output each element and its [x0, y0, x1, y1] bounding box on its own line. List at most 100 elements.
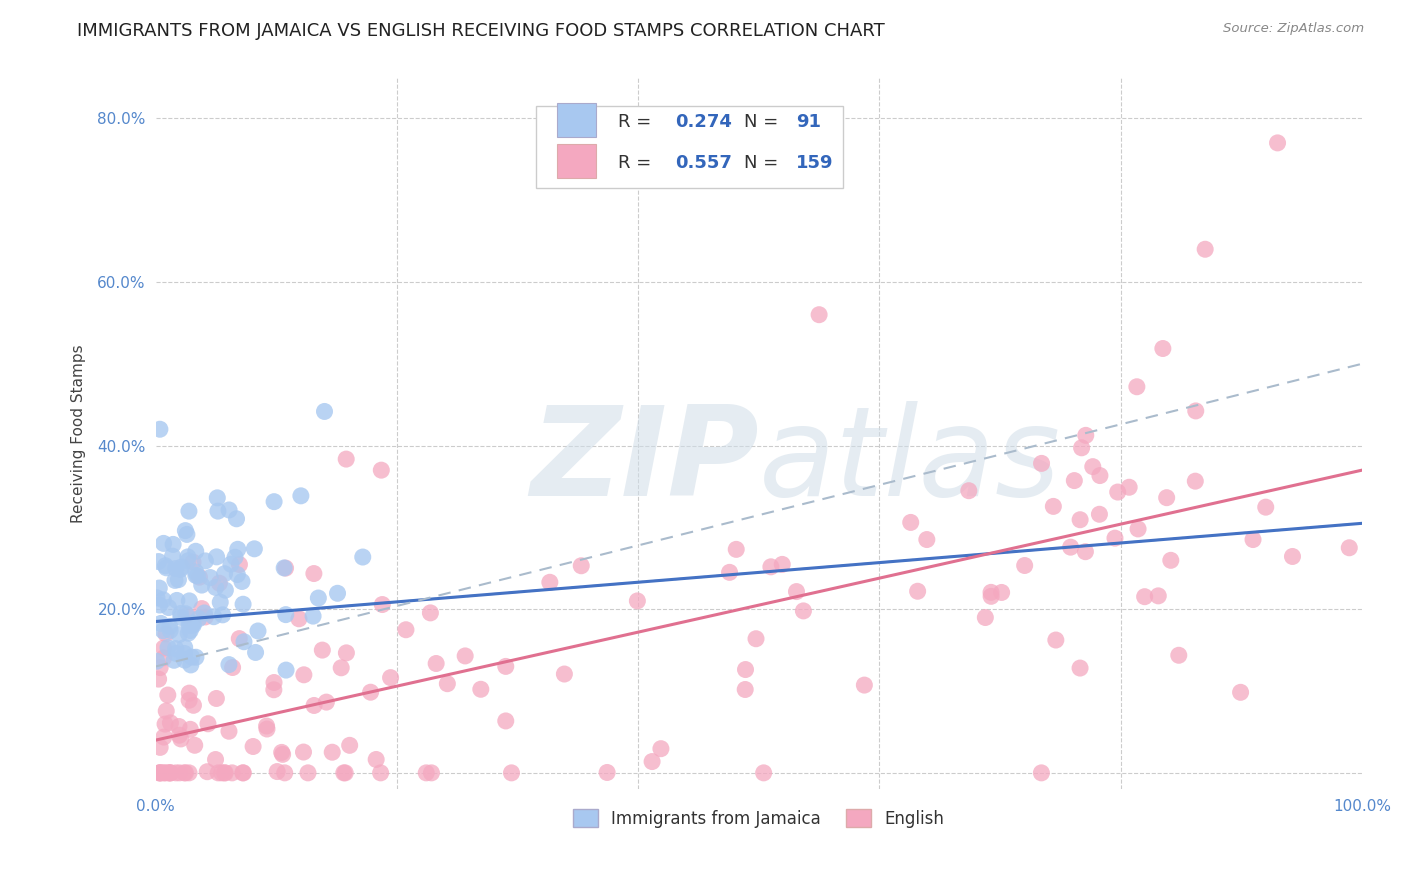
Point: [179, 624, 201, 638]
Point: [1160, 553, 1182, 567]
Point: [195, 764, 218, 779]
Point: [246, 624, 269, 638]
Point: [1088, 508, 1111, 522]
Point: [194, 554, 217, 568]
Point: [173, 653, 195, 667]
Point: [163, 574, 186, 588]
Point: [1118, 480, 1140, 494]
Point: [734, 663, 756, 677]
Point: [190, 601, 212, 615]
Point: [957, 483, 980, 498]
Point: [270, 745, 292, 759]
Point: [198, 570, 221, 584]
Point: [1081, 459, 1104, 474]
Point: [190, 578, 212, 592]
Point: [159, 765, 181, 780]
Point: [1267, 136, 1289, 150]
Text: N =: N =: [744, 153, 785, 171]
Point: [1133, 590, 1156, 604]
Point: [263, 494, 285, 508]
Point: [415, 765, 437, 780]
Point: [152, 650, 174, 665]
Point: [1074, 428, 1097, 442]
Point: [273, 765, 295, 780]
Point: [900, 516, 922, 530]
Point: [370, 765, 392, 780]
Point: [188, 570, 211, 584]
Point: [380, 671, 402, 685]
Point: [214, 765, 236, 780]
Point: [205, 549, 228, 564]
Point: [159, 765, 181, 780]
Point: [1194, 242, 1216, 256]
Text: Source: ZipAtlas.com: Source: ZipAtlas.com: [1223, 22, 1364, 36]
Point: [495, 714, 517, 728]
Point: [177, 626, 200, 640]
Text: atlas: atlas: [759, 401, 1062, 523]
Point: [1229, 685, 1251, 699]
Point: [370, 463, 392, 477]
Point: [243, 541, 266, 556]
Point: [1070, 441, 1092, 455]
Point: [1167, 648, 1189, 663]
Point: [180, 650, 202, 665]
Point: [218, 657, 240, 672]
Text: 0.274: 0.274: [675, 112, 733, 131]
Point: [292, 668, 315, 682]
Point: [315, 695, 337, 709]
Point: [1339, 541, 1361, 555]
Point: [152, 730, 174, 744]
Point: [202, 609, 225, 624]
Point: [177, 617, 200, 632]
Point: [165, 561, 187, 575]
Point: [718, 566, 741, 580]
Point: [288, 612, 311, 626]
Point: [194, 610, 217, 624]
Point: [183, 618, 205, 632]
Point: [173, 640, 195, 655]
Point: [167, 719, 190, 733]
Point: [207, 491, 229, 505]
Point: [152, 536, 174, 550]
Point: [177, 504, 200, 518]
Point: [263, 675, 285, 690]
Point: [149, 765, 172, 780]
Text: ZIP: ZIP: [530, 401, 759, 523]
Point: [538, 575, 561, 590]
Point: [1126, 522, 1149, 536]
Y-axis label: Receiving Food Stamps: Receiving Food Stamps: [72, 344, 86, 523]
Point: [302, 609, 325, 624]
Point: [263, 682, 285, 697]
Point: [641, 755, 664, 769]
FancyBboxPatch shape: [557, 103, 596, 137]
Point: [273, 561, 295, 575]
Point: [1107, 485, 1129, 500]
Point: [187, 569, 209, 583]
Point: [149, 740, 172, 755]
Point: [169, 728, 191, 742]
Text: 91: 91: [796, 112, 821, 131]
Point: [176, 527, 198, 541]
Point: [170, 610, 193, 624]
Point: [211, 607, 233, 622]
Point: [596, 765, 619, 780]
Point: [271, 747, 294, 762]
Point: [162, 537, 184, 551]
Point: [233, 634, 256, 648]
Point: [214, 566, 236, 581]
Point: [1074, 544, 1097, 558]
Point: [162, 549, 184, 564]
Point: [155, 561, 177, 575]
Text: R =: R =: [617, 112, 657, 131]
Point: [153, 765, 176, 780]
Text: R =: R =: [617, 153, 657, 171]
Point: [1241, 533, 1264, 547]
Point: [770, 558, 793, 572]
Point: [228, 558, 250, 572]
Point: [785, 584, 807, 599]
Point: [187, 612, 209, 626]
Point: [256, 719, 278, 733]
Point: [205, 691, 228, 706]
Point: [149, 765, 172, 780]
Point: [173, 647, 195, 661]
